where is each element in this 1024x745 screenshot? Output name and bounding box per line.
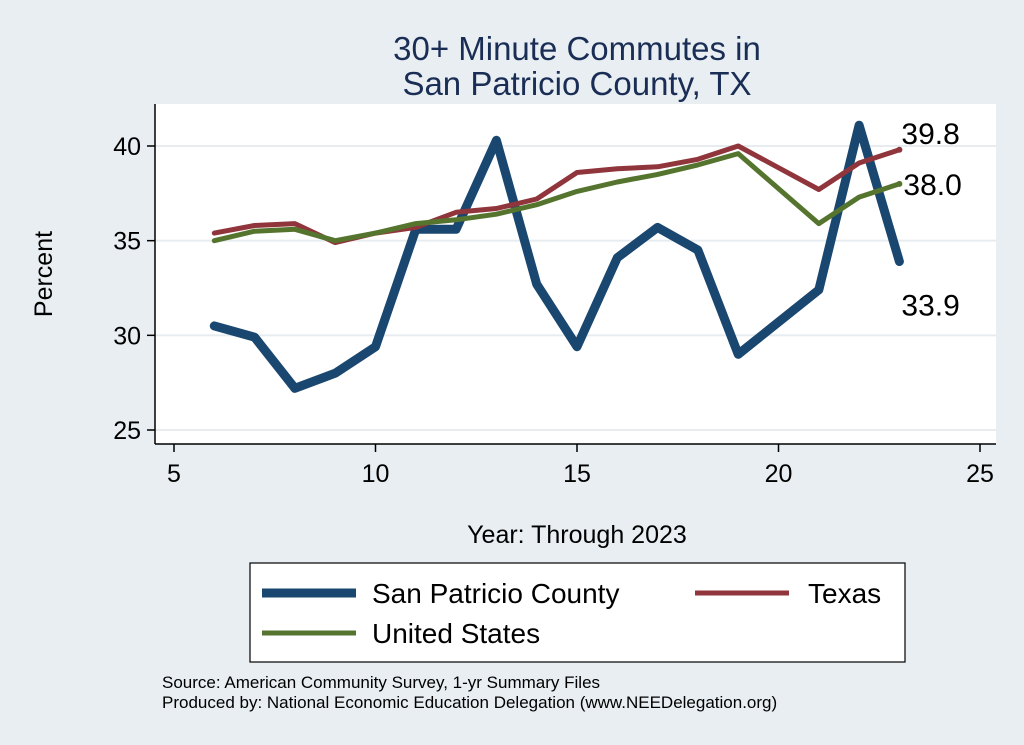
end-label-texas: 39.8 (901, 118, 959, 151)
legend: San Patricio County Texas United States (249, 562, 906, 663)
series-line-san-patricio (209, 120, 904, 393)
end-point-san-patricio (896, 258, 903, 265)
axes (154, 104, 996, 445)
x-tick-label-20: 20 (765, 460, 793, 488)
grid (155, 145, 996, 431)
legend-box (249, 562, 906, 663)
x-tick-label-25: 25 (966, 460, 994, 488)
end-labels: 33.9 39.8 38.0 (896, 118, 962, 322)
end-label-san-patricio: 33.9 (901, 289, 959, 322)
series-line-united-states (211, 151, 902, 244)
x-tick-label-10: 10 (362, 460, 390, 488)
source-note: Source: American Community Survey, 1-yr … (162, 673, 600, 692)
legend-label-united-states: United States (372, 618, 540, 649)
chart-title-line-2: San Patricio County, TX (402, 65, 751, 102)
series (209, 120, 904, 393)
end-label-united-states: 38.0 (903, 169, 961, 202)
legend-label-texas: Texas (808, 578, 881, 609)
y-tick-label-30: 30 (113, 322, 141, 350)
y-axis-label: Percent (30, 231, 58, 317)
y-tick-label-25: 25 (113, 417, 141, 445)
end-point-united-states (896, 180, 903, 187)
x-tick-label-5: 5 (167, 460, 181, 488)
y-tick-label-40: 40 (113, 133, 141, 161)
ticks: 25 30 35 40 5 10 15 20 25 (113, 133, 994, 488)
x-tick-label-15: 15 (563, 460, 591, 488)
end-point-texas (896, 146, 903, 153)
y-tick-label-35: 35 (113, 228, 141, 256)
produced-note: Produced by: National Economic Education… (162, 693, 777, 712)
chart-title-line-1: 30+ Minute Commutes in (393, 30, 761, 67)
legend-label-san-patricio: San Patricio County (372, 578, 619, 609)
x-axis-label: Year: Through 2023 (467, 521, 687, 549)
